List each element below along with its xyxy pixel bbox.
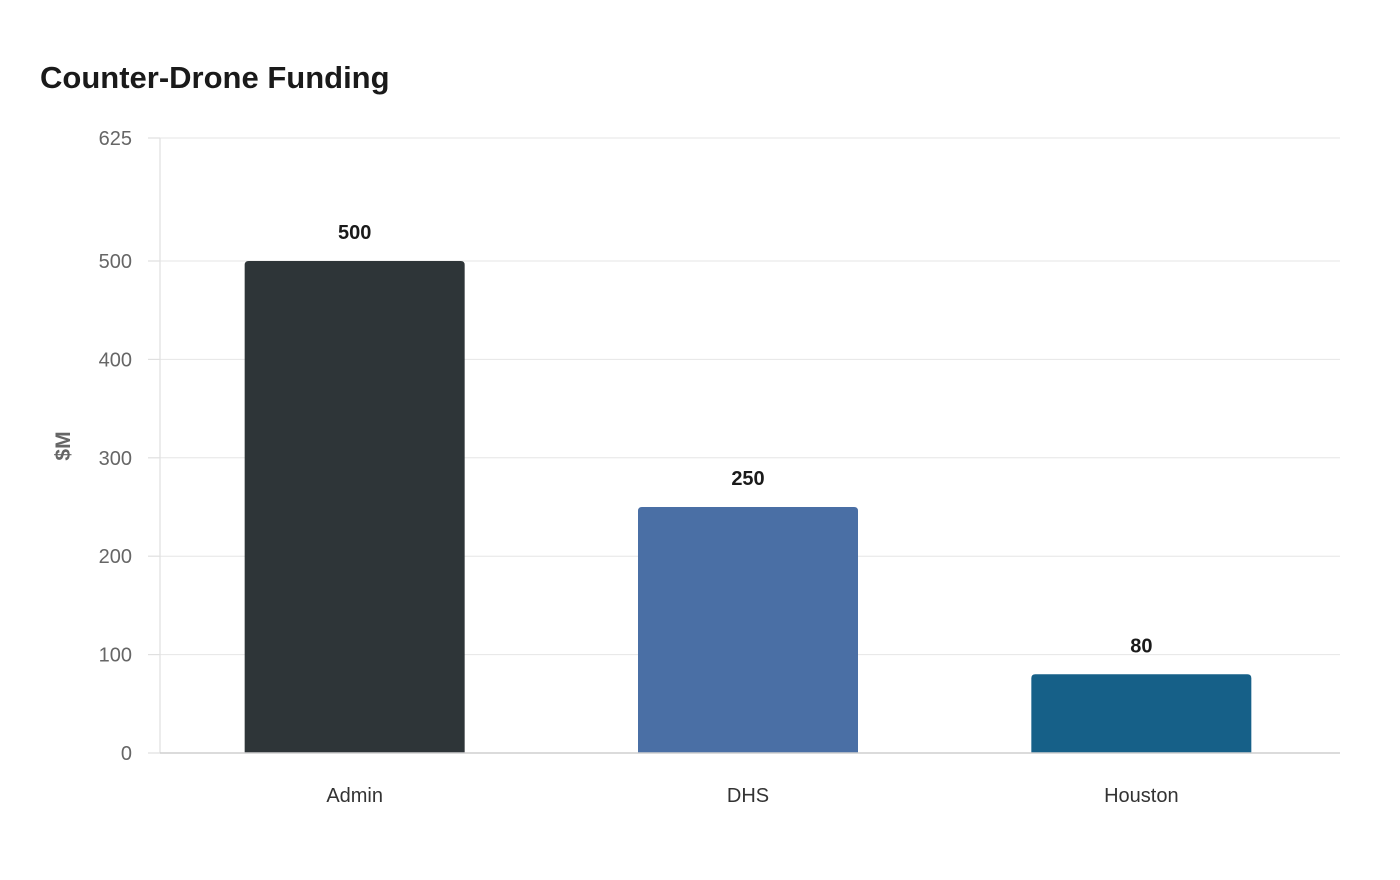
data-label-dhs: 250 <box>731 468 764 490</box>
y-tick-label: 300 <box>99 448 132 470</box>
y-tick-label: 200 <box>99 546 132 568</box>
y-tick-label: 0 <box>121 743 132 765</box>
y-tick-label: 100 <box>99 645 132 667</box>
data-label-admin: 500 <box>338 222 371 244</box>
bars <box>244 261 1252 753</box>
bar-dhs <box>638 507 858 753</box>
bar-admin <box>244 261 465 753</box>
data-label-houston: 80 <box>1130 635 1152 657</box>
y-axis-title: $M <box>52 431 75 460</box>
x-tick-label-dhs: DHS <box>727 785 769 807</box>
chart-title: Counter-Drone Funding <box>40 60 390 95</box>
axes <box>159 138 1340 754</box>
labels: 0 100 200 300 400 500 625 500 Admin 250 DHS 80 Houst… <box>99 128 1179 807</box>
y-tick-label: 625 <box>99 128 132 150</box>
y-tick-label: 400 <box>99 349 132 371</box>
x-tick-label-admin: Admin <box>326 785 383 807</box>
y-tick-label: 500 <box>99 251 132 273</box>
x-tick-label-houston: Houston <box>1104 785 1179 807</box>
bar-houston <box>1031 674 1252 753</box>
